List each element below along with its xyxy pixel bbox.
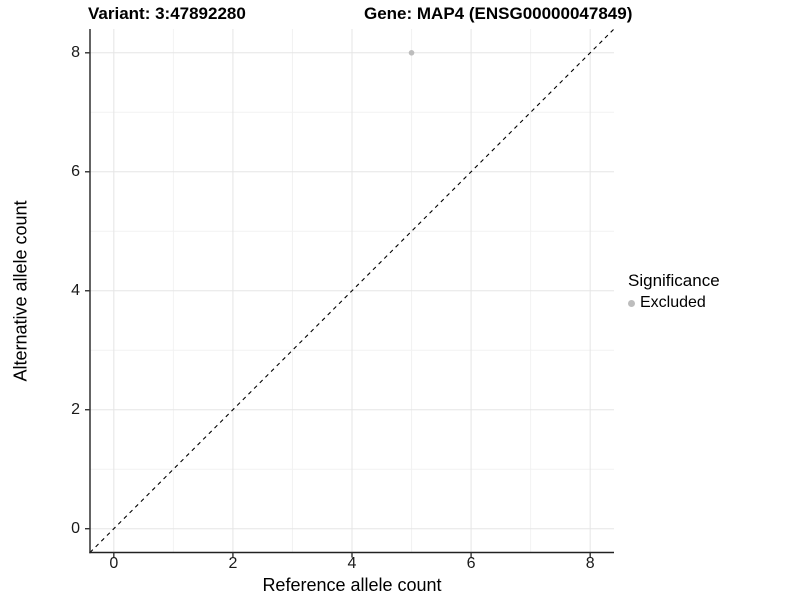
y-tick-label: 8 [71,43,80,61]
excluded-point-swatch [628,299,635,307]
legend: Significance Excluded [628,271,720,312]
y-tick-label: 0 [71,519,80,537]
identity-dashed-line [89,28,615,553]
data-point [408,49,415,56]
x-tick-label: 0 [109,555,119,572]
legend-title: Significance [628,271,720,290]
plot-title-variant: Variant: 3:47892280 [88,4,246,23]
x-tick-label: 2 [228,555,238,572]
x-tick-label: 6 [466,555,476,572]
y-tick-label: 2 [71,400,80,418]
x-tick-label: 8 [585,555,595,572]
y-tick-label: 6 [71,162,80,180]
y-tick-label: 4 [71,281,80,299]
plot-title-gene: Gene: MAP4 (ENSG00000047849) [364,4,633,23]
x-axis-title: Reference allele count [262,575,442,595]
legend-item-label: Excluded [640,294,706,311]
legend-item-excluded: Excluded [628,294,720,312]
x-tick-label: 4 [347,555,357,572]
y-axis-title: Alternative allele count [10,200,31,382]
